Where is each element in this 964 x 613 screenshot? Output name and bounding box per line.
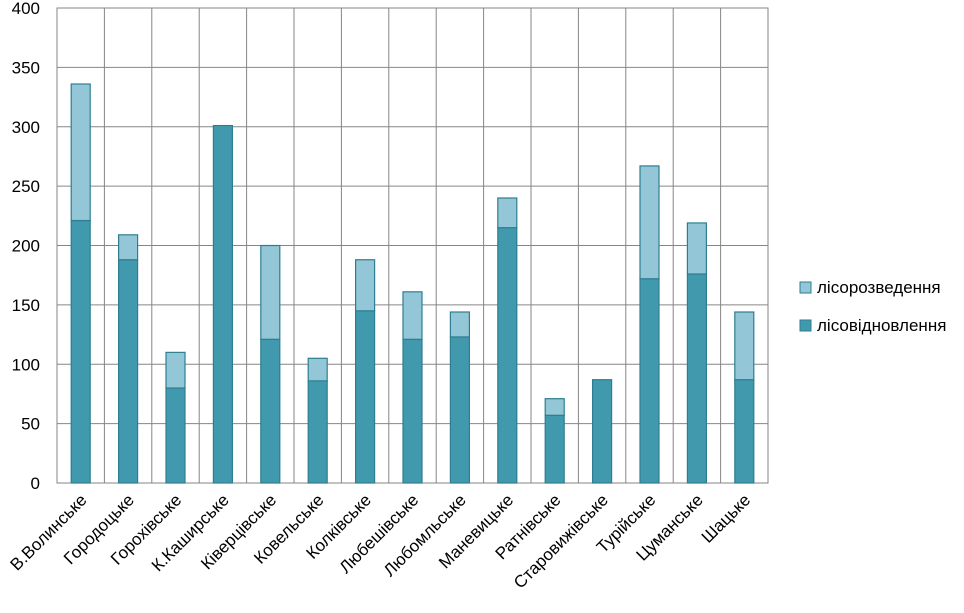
bar-lisorozvedennia: [165, 351, 186, 389]
legend-label-lisovidnovlennia: лісовідновлення: [817, 316, 946, 335]
bar-lisovidnovlennia: [402, 338, 423, 484]
y-tick-label: 50: [21, 415, 40, 434]
bar-lisovidnovlennia: [497, 227, 518, 484]
bar-lisorozvedennia: [734, 311, 755, 381]
x-axis-labels: В.ВолинськеГородоцькеГорохівськеК.Каширс…: [7, 490, 755, 592]
y-tick-label: 300: [12, 118, 40, 137]
bar-lisorozvedennia: [402, 291, 423, 340]
bar-lisovidnovlennia: [639, 278, 660, 484]
bar-lisorozvedennia: [686, 222, 708, 275]
bar-lisovidnovlennia: [591, 379, 613, 484]
y-tick-label: 100: [12, 355, 40, 374]
bar-lisorozvedennia: [544, 398, 565, 416]
y-axis-ticks: 0 50 100 150 200 250 300 350 400: [12, 0, 40, 493]
y-tick-label: 400: [12, 0, 40, 18]
bar-lisorozvedennia: [639, 165, 660, 280]
y-tick-label: 200: [12, 237, 40, 256]
bar-lisovidnovlennia: [355, 310, 376, 484]
bar-lisorozvedennia: [70, 83, 91, 222]
bar-lisorozvedennia: [449, 311, 470, 338]
y-tick-label: 350: [12, 58, 40, 77]
bar-lisovidnovlennia: [307, 380, 328, 484]
bar-lisovidnovlennia: [117, 259, 139, 484]
bar-lisovidnovlennia: [734, 379, 755, 484]
bar-lisovidnovlennia: [165, 387, 186, 484]
bar-lisorozvedennia: [497, 197, 518, 229]
bar-lisovidnovlennia: [544, 414, 565, 484]
x-category-label: Шацьке: [698, 490, 754, 546]
legend: лісорозведення лісовідновлення: [799, 278, 946, 335]
y-tick-label: 250: [12, 177, 40, 196]
bar-lisovidnovlennia: [212, 124, 233, 484]
bar-lisorozvedennia: [307, 357, 328, 382]
legend-swatch-lisorozvedennia: [799, 281, 812, 294]
bar-lisorozvedennia: [260, 244, 281, 340]
legend-swatch-lisovidnovlennia: [799, 319, 812, 332]
bars: [70, 83, 755, 484]
x-category-label: Любомльське: [380, 490, 470, 580]
bar-lisovidnovlennia: [449, 336, 470, 484]
bar-lisorozvedennia: [117, 234, 139, 261]
legend-label-lisorozvedennia: лісорозведення: [817, 278, 941, 297]
bar-lisovidnovlennia: [686, 273, 708, 484]
bar-lisovidnovlennia: [70, 219, 91, 484]
y-tick-label: 150: [12, 296, 40, 315]
bar-lisovidnovlennia: [260, 338, 281, 484]
bar-lisorozvedennia: [355, 259, 376, 312]
y-tick-label: 0: [31, 474, 40, 493]
